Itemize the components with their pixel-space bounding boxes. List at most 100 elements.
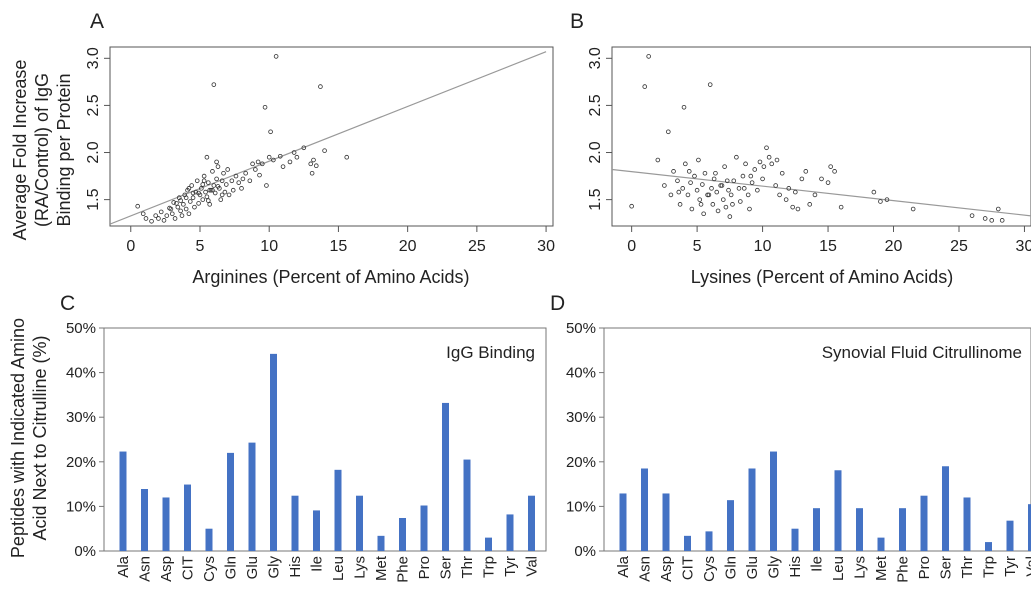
data-point (196, 190, 201, 196)
category-label: Leu (830, 556, 847, 581)
data-point (680, 186, 686, 191)
category-label: Thr (959, 556, 976, 579)
data-point (259, 161, 265, 167)
data-point (793, 189, 798, 195)
data-point (255, 159, 261, 165)
data-point (219, 178, 225, 184)
y-tick-label: 20% (566, 454, 596, 471)
bar-phe (899, 508, 906, 551)
data-point (910, 206, 916, 212)
y-tick-label: 10% (66, 498, 96, 515)
data-point (697, 197, 703, 202)
data-point (999, 218, 1005, 223)
x-tick-label: 20 (399, 238, 417, 255)
panel-letter: B (570, 10, 584, 33)
data-point (309, 170, 315, 176)
category-label: Trp (481, 556, 498, 578)
data-point (158, 209, 164, 215)
data-point (179, 213, 185, 218)
data-point (745, 192, 751, 198)
data-point (803, 169, 809, 174)
data-point (194, 178, 200, 184)
data-point (214, 159, 219, 165)
category-label: Trp (981, 556, 998, 578)
x-tick-label: 30 (1016, 238, 1031, 255)
bar-tyr (506, 514, 514, 551)
plot-area (110, 51, 547, 225)
x-tick-label: 20 (885, 238, 903, 255)
y-tick-label: 2.5 (587, 94, 604, 116)
data-point (313, 163, 319, 169)
data-point (268, 129, 273, 135)
data-point (277, 153, 283, 159)
x-tick-label: 25 (950, 238, 968, 255)
data-point (698, 202, 704, 207)
data-point (766, 154, 772, 160)
x-tick-label: 15 (330, 238, 348, 255)
y-tick-label: 50% (66, 320, 96, 337)
data-point (149, 218, 154, 224)
data-point (183, 195, 189, 201)
data-point (779, 170, 785, 176)
data-point (838, 204, 844, 210)
category-label: CIT (180, 556, 197, 580)
data-point (743, 161, 748, 167)
data-point (344, 154, 350, 160)
data-point (164, 213, 170, 218)
category-label: Phe (395, 556, 412, 583)
panel-D: D 0% 10% 20% 30% 40% 50% Synovial Fluid Citrull… (550, 292, 1031, 583)
data-point (685, 192, 691, 198)
category-label: Met (373, 555, 390, 581)
data-point (186, 186, 192, 191)
data-point (207, 202, 212, 207)
category-label: Ser (938, 556, 955, 579)
bar-asp (162, 497, 170, 551)
left-axis-title-top-line-1: Average Fold Increase (10, 60, 30, 241)
y-tick-label: 10% (566, 498, 596, 515)
data-point (311, 157, 316, 163)
data-point (214, 176, 219, 182)
data-point (253, 167, 258, 172)
bar-asp (662, 493, 670, 551)
plot-frame (103, 327, 547, 552)
x-tick-label: 10 (754, 238, 772, 255)
data-point (731, 178, 737, 184)
data-point (727, 214, 733, 219)
bar-met (877, 537, 885, 551)
data-point (701, 211, 706, 217)
category-label: Asp (658, 556, 675, 582)
data-point (262, 104, 268, 110)
data-point (676, 189, 682, 195)
data-point (832, 169, 837, 174)
bar-cit (184, 484, 191, 551)
category-label: Lys (352, 556, 369, 579)
data-point (229, 178, 235, 184)
data-point (683, 161, 688, 167)
data-point (135, 203, 140, 209)
data-point (812, 192, 818, 198)
data-point (689, 206, 695, 212)
panel-C: C 0% 10% 20% 30% 40% 50% IgG Binding Ala Asn Asp CI… (60, 292, 547, 583)
data-point (773, 183, 778, 188)
data-point (204, 194, 210, 200)
data-point (764, 145, 769, 151)
data-point (211, 183, 217, 188)
data-point (200, 197, 206, 202)
category-label: Asn (637, 556, 654, 582)
data-point (711, 176, 717, 182)
x-tick-label: 25 (468, 238, 486, 255)
panel-letter: D (550, 292, 565, 315)
y-tick-label: 40% (566, 365, 596, 382)
data-point (156, 216, 161, 221)
data-point (629, 203, 634, 209)
data-point (196, 201, 201, 206)
data-point (226, 192, 232, 198)
data-point (178, 208, 183, 214)
data-point (140, 211, 146, 217)
category-label: Gln (723, 556, 740, 579)
left-axis-title-top-line-2: (RA/Control) of IgG (32, 73, 52, 227)
category-label: Thr (459, 556, 476, 579)
bar-cit (684, 535, 691, 551)
category-label: Ile (309, 556, 326, 572)
data-point (280, 164, 286, 169)
